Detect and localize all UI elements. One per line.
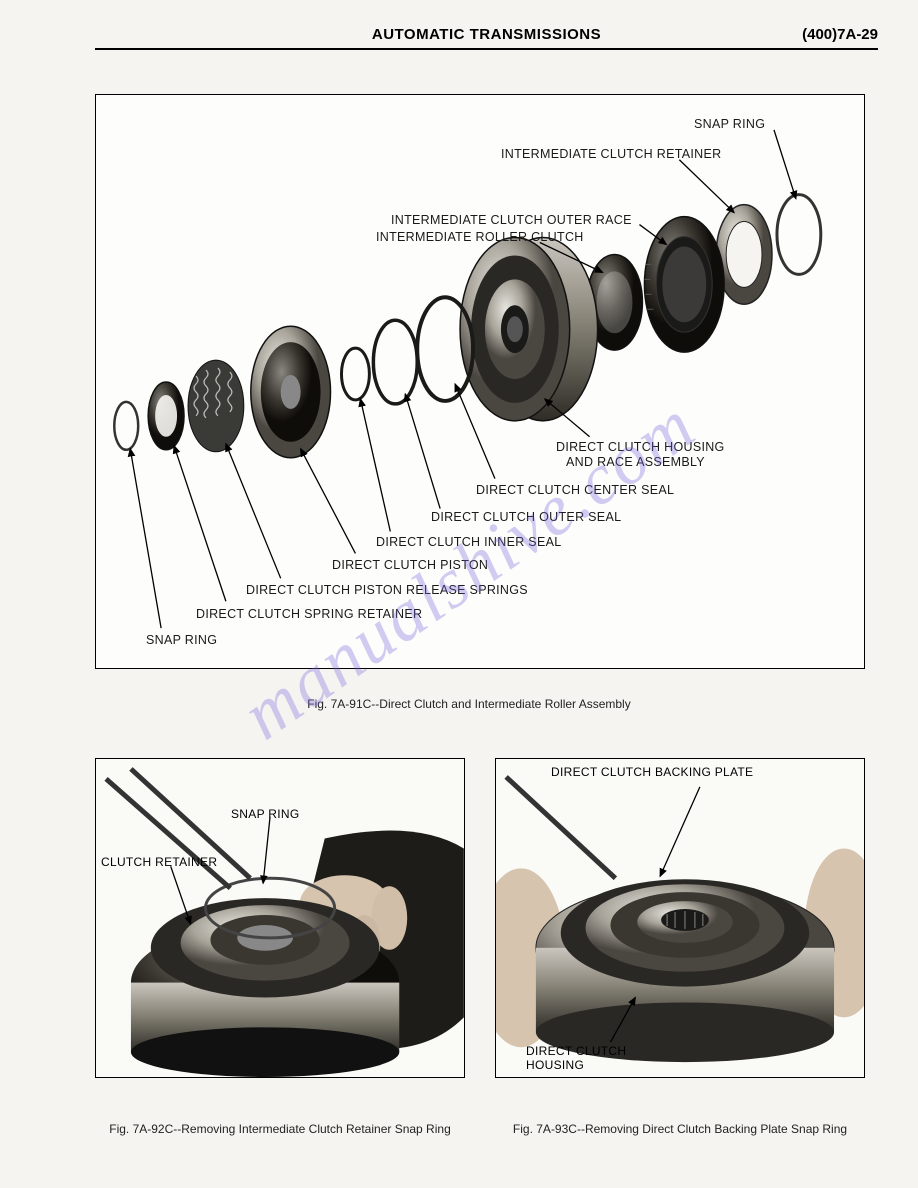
label-intermediate-clutch-outer-race: INTERMEDIATE CLUTCH OUTER RACE xyxy=(391,213,632,227)
label-direct-clutch-inner-seal: DIRECT CLUTCH INNER SEAL xyxy=(376,535,561,549)
page-header: AUTOMATIC TRANSMISSIONS (400)7A-29 xyxy=(95,0,878,50)
manual-page: AUTOMATIC TRANSMISSIONS (400)7A-29 xyxy=(40,0,898,1188)
label-direct-clutch-center-seal: DIRECT CLUTCH CENTER SEAL xyxy=(476,483,674,497)
figure-92c: SNAP RING CLUTCH RETAINER xyxy=(95,758,465,1078)
label-intermediate-roller-clutch: INTERMEDIATE ROLLER CLUTCH xyxy=(376,230,584,244)
label-92c-snap-ring: SNAP RING xyxy=(231,807,300,821)
label-direct-clutch-housing-2: AND RACE ASSEMBLY xyxy=(566,455,705,469)
label-93c-backing-plate: DIRECT CLUTCH BACKING PLATE xyxy=(551,765,753,779)
label-direct-clutch-piston-release-springs: DIRECT CLUTCH PISTON RELEASE SPRINGS xyxy=(246,583,528,597)
caption-figure-main: Fig. 7A-91C--Direct Clutch and Intermedi… xyxy=(40,697,898,711)
label-92c-clutch-retainer: CLUTCH RETAINER xyxy=(101,855,217,869)
figure-93c-svg xyxy=(496,759,864,1077)
figure-exploded-view: SNAP RING INTERMEDIATE CLUTCH RETAINER I… xyxy=(95,94,865,669)
label-direct-clutch-spring-retainer: DIRECT CLUTCH SPRING RETAINER xyxy=(196,607,422,621)
header-title: AUTOMATIC TRANSMISSIONS xyxy=(372,26,601,43)
label-direct-clutch-piston: DIRECT CLUTCH PISTON xyxy=(332,558,488,572)
caption-figure-92c: Fig. 7A-92C--Removing Intermediate Clutc… xyxy=(95,1122,465,1136)
label-direct-clutch-housing-1: DIRECT CLUTCH HOUSING xyxy=(556,440,725,454)
caption-figure-93c: Fig. 7A-93C--Removing Direct Clutch Back… xyxy=(495,1122,865,1136)
label-intermediate-clutch-retainer: INTERMEDIATE CLUTCH RETAINER xyxy=(501,147,721,161)
figure-93c: DIRECT CLUTCH BACKING PLATE DIRECT CLUTC… xyxy=(495,758,865,1078)
header-page-number: (400)7A-29 xyxy=(802,26,878,43)
label-direct-clutch-outer-seal: DIRECT CLUTCH OUTER SEAL xyxy=(431,510,621,524)
label-snap-ring-bottom: SNAP RING xyxy=(146,633,217,647)
label-93c-housing-2: HOUSING xyxy=(526,1058,584,1072)
label-snap-ring-top: SNAP RING xyxy=(694,117,765,131)
label-93c-housing-1: DIRECT CLUTCH xyxy=(526,1044,626,1058)
